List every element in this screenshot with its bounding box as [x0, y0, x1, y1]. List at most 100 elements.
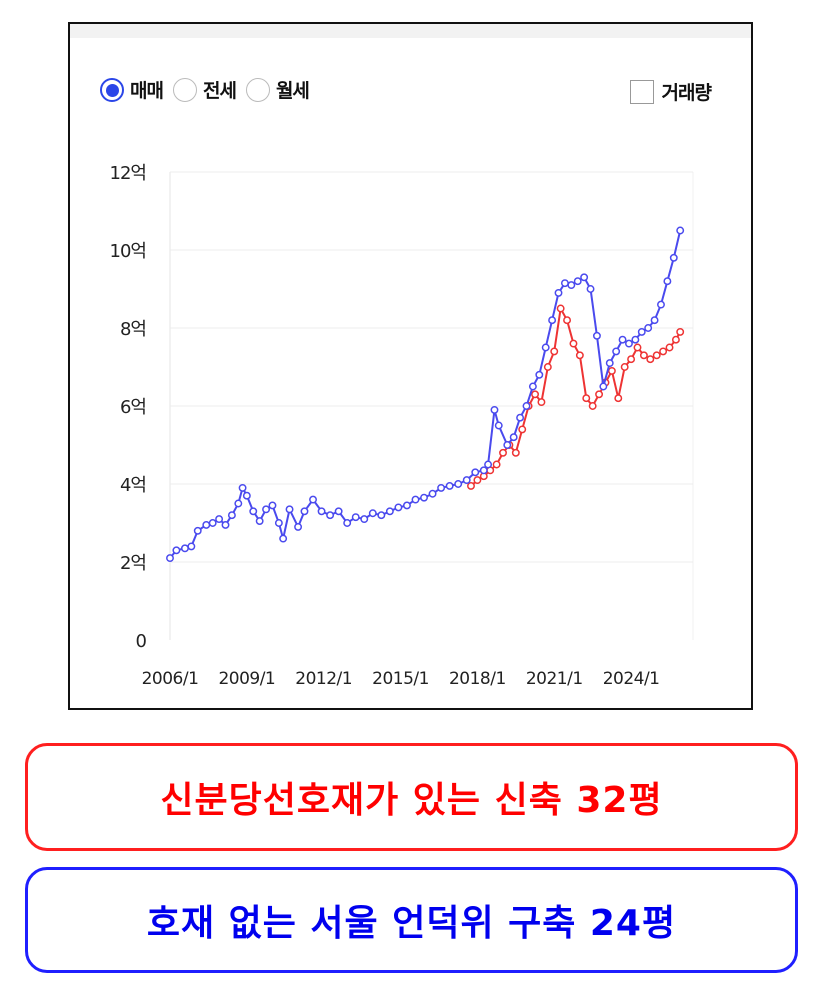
- data-point: [618, 335, 627, 344]
- data-point: [657, 300, 665, 309]
- data-point: [627, 355, 636, 364]
- caption-old-apartment-24pyeong: 호재 없는 서울 언덕위 구축 24평: [25, 867, 798, 973]
- data-point: [652, 351, 661, 360]
- data-point: [326, 511, 335, 520]
- data-point: [385, 507, 394, 516]
- series-red: [467, 304, 685, 490]
- x-tick-label: 2009/1: [218, 669, 275, 689]
- data-point: [563, 316, 572, 325]
- data-point: [180, 544, 189, 553]
- data-point: [607, 366, 616, 375]
- data-point: [541, 343, 550, 352]
- data-point: [166, 554, 174, 563]
- data-point: [612, 347, 621, 356]
- x-axis-ticks: 2006/1 2009/1 2012/1 2015/1 2018/1 2021/1 2024…: [142, 669, 660, 689]
- data-point: [639, 351, 648, 360]
- data-point: [528, 382, 537, 391]
- data-point: [582, 394, 591, 403]
- data-point: [351, 513, 360, 522]
- y-tick-label: 2억: [120, 553, 146, 574]
- caption-new-apartment-32pyeong: 신분당선호재가 있는 신축 32평: [25, 743, 798, 851]
- y-tick-label: 10억: [110, 241, 146, 262]
- data-point: [227, 511, 236, 520]
- data-point: [238, 483, 247, 492]
- data-point: [663, 277, 672, 286]
- data-point: [268, 501, 277, 510]
- radio-jeonse[interactable]: 전세: [172, 76, 237, 103]
- data-point: [334, 507, 343, 516]
- data-point: [285, 505, 294, 514]
- data-point: [669, 253, 678, 262]
- data-point: [631, 335, 640, 344]
- data-point: [394, 503, 403, 512]
- data-point: [428, 489, 437, 498]
- data-point: [531, 390, 539, 399]
- data-point: [511, 448, 520, 457]
- data-point: [588, 402, 597, 410]
- data-point: [599, 382, 608, 391]
- data-point: [554, 288, 563, 297]
- checkbox-icon: [629, 79, 654, 104]
- data-point: [193, 526, 202, 535]
- data-point: [650, 316, 659, 325]
- data-point: [644, 324, 653, 332]
- data-point: [535, 370, 544, 379]
- volume-checkbox[interactable]: 거래량: [629, 78, 712, 105]
- chart-series: [166, 226, 685, 563]
- x-tick-label: 2024/1: [603, 669, 660, 689]
- x-tick-label: 2021/1: [526, 669, 583, 689]
- data-point: [300, 507, 309, 516]
- data-point: [420, 493, 428, 502]
- series-blue: [166, 226, 685, 563]
- price-line-chart: 0 2억 4억 6억 8억 10억 12억 2006/1 2009/1 2012/1 2015/1…: [110, 163, 694, 689]
- data-point: [262, 505, 271, 514]
- data-point: [586, 285, 595, 293]
- data-point: [343, 519, 352, 527]
- data-point: [595, 390, 604, 399]
- data-point: [605, 359, 614, 368]
- data-point: [620, 363, 629, 371]
- data-point: [537, 398, 546, 407]
- data-point: [242, 491, 251, 500]
- radio-monthly-rent[interactable]: 월세: [245, 76, 310, 103]
- panel-top-strip: [70, 24, 751, 38]
- data-point: [637, 327, 646, 336]
- trade-type-radio-group: 매매 전세 월세: [100, 76, 319, 103]
- data-point: [614, 394, 623, 403]
- data-point: [503, 441, 512, 449]
- data-point: [215, 515, 224, 524]
- data-point: [294, 522, 303, 531]
- data-point: [665, 343, 674, 352]
- series-line: [470, 305, 682, 487]
- data-point: [368, 509, 377, 518]
- data-point: [471, 468, 480, 477]
- chart-panel: 매매 전세 월세 거래량 0 2억 4억 6억 8억 10억 12억 2006/1 2009/…: [68, 22, 753, 710]
- data-point: [403, 501, 411, 510]
- radio-sale[interactable]: 매매: [100, 76, 164, 103]
- data-point: [317, 507, 326, 516]
- data-point: [454, 480, 463, 488]
- data-point: [411, 495, 420, 504]
- data-point: [172, 546, 181, 555]
- data-point: [255, 517, 264, 525]
- data-point: [560, 279, 569, 288]
- y-tick-label: 8억: [120, 319, 146, 340]
- data-point: [309, 495, 317, 504]
- data-point: [445, 482, 454, 490]
- data-point: [377, 511, 386, 520]
- data-point: [509, 433, 518, 442]
- radio-selected-icon: [100, 77, 124, 102]
- data-point: [671, 335, 680, 344]
- radio-jeonse-label: 전세: [202, 80, 237, 102]
- data-point: [550, 347, 559, 356]
- data-point: [543, 363, 552, 371]
- data-point: [569, 339, 578, 348]
- series-line: [169, 230, 682, 559]
- data-point: [467, 482, 475, 490]
- data-point: [556, 304, 565, 313]
- x-tick-label: 2015/1: [372, 669, 429, 689]
- data-point: [462, 476, 471, 485]
- data-point: [548, 316, 557, 325]
- data-point: [234, 499, 243, 508]
- data-point: [202, 521, 211, 529]
